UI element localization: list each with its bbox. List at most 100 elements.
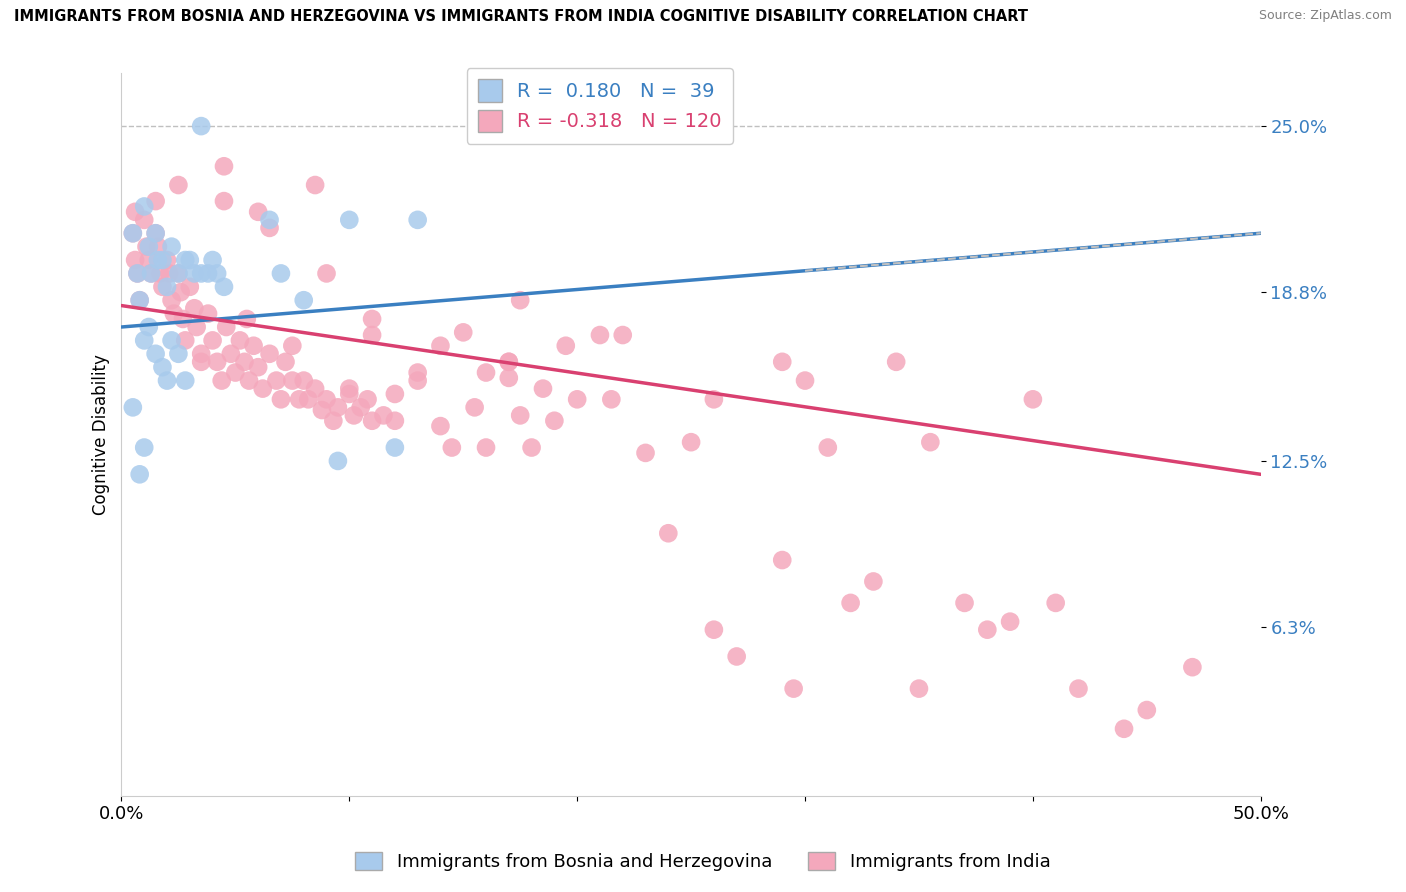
Point (190, 355, 212, 369)
Point (920, 435, 942, 450)
Point (139, 267, 162, 281)
Point (361, 312, 384, 326)
Point (160, 240, 183, 254)
Point (498, 355, 520, 369)
Point (160, 334, 183, 348)
Point (634, 446, 657, 460)
Point (361, 414, 384, 428)
Point (270, 392, 292, 407)
Point (292, 293, 315, 308)
Point (270, 267, 292, 281)
Point (288, 392, 311, 407)
Point (152, 280, 174, 294)
Point (242, 339, 264, 353)
Point (212, 280, 235, 294)
Point (322, 414, 344, 428)
Text: IMMIGRANTS FROM BOSNIA AND HERZEGOVINA VS IMMIGRANTS FROM INDIA COGNITIVE DISABI: IMMIGRANTS FROM BOSNIA AND HERZEGOVINA V… (14, 9, 1028, 24)
Point (304, 382, 326, 396)
Point (145, 226, 167, 240)
Point (179, 253, 201, 268)
Point (149, 267, 172, 281)
Point (124, 253, 146, 268)
Point (703, 392, 725, 407)
Point (794, 374, 817, 388)
Point (384, 387, 406, 401)
Point (337, 382, 360, 396)
Point (247, 204, 270, 219)
Point (138, 253, 160, 268)
Y-axis label: Cognitive Disability: Cognitive Disability (93, 354, 110, 515)
Point (770, 553, 793, 567)
Point (281, 374, 304, 388)
Point (179, 280, 201, 294)
Point (1136, 703, 1159, 717)
Point (429, 339, 451, 353)
Point (770, 355, 793, 369)
Point (167, 267, 190, 281)
Point (464, 401, 486, 415)
Point (406, 374, 429, 388)
Point (839, 596, 862, 610)
Point (817, 441, 839, 455)
Point (236, 312, 259, 326)
Point (554, 339, 576, 353)
Point (612, 328, 634, 343)
Point (498, 355, 520, 369)
Point (212, 159, 235, 173)
Point (205, 355, 228, 369)
Point (146, 253, 169, 268)
Point (343, 409, 366, 423)
Point (259, 220, 281, 235)
Point (315, 267, 337, 281)
Point (567, 392, 589, 407)
Point (259, 212, 281, 227)
Point (509, 409, 531, 423)
Point (215, 320, 238, 334)
Point (121, 226, 143, 240)
Point (1022, 392, 1045, 407)
Point (520, 441, 543, 455)
Point (219, 347, 242, 361)
Point (145, 347, 167, 361)
Point (201, 253, 224, 268)
Point (167, 267, 190, 281)
Point (172, 312, 194, 326)
Point (121, 401, 143, 415)
Legend: R =  0.180   N =  39, R = -0.318   N = 120: R = 0.180 N = 39, R = -0.318 N = 120 (467, 68, 734, 144)
Point (139, 267, 162, 281)
Point (589, 328, 612, 343)
Point (146, 240, 169, 254)
Point (292, 374, 315, 388)
Point (183, 301, 205, 316)
Point (211, 374, 233, 388)
Point (247, 360, 270, 375)
Point (190, 267, 212, 281)
Point (703, 623, 725, 637)
Point (212, 194, 235, 208)
Point (998, 615, 1021, 629)
Point (1112, 722, 1135, 736)
Point (156, 374, 179, 388)
Point (475, 441, 498, 455)
Point (326, 401, 349, 415)
Point (274, 355, 297, 369)
Point (233, 355, 256, 369)
Point (782, 681, 804, 696)
Point (121, 226, 143, 240)
Point (304, 178, 326, 192)
Point (315, 392, 337, 407)
Point (1181, 660, 1204, 674)
Point (152, 360, 174, 375)
Point (862, 574, 884, 589)
Point (190, 347, 212, 361)
Point (281, 339, 304, 353)
Point (1045, 596, 1067, 610)
Point (725, 649, 748, 664)
Point (134, 441, 156, 455)
Point (183, 267, 205, 281)
Point (127, 267, 149, 281)
Point (350, 401, 373, 415)
Point (475, 366, 498, 380)
Point (406, 366, 429, 380)
Point (297, 392, 319, 407)
